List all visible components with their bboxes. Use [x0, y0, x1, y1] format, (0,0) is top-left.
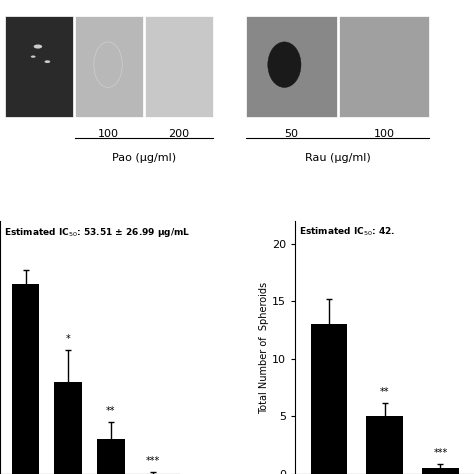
Bar [310, 324, 347, 474]
Bar [55, 382, 82, 474]
Text: 200: 200 [168, 128, 190, 138]
Text: Pao (μg/ml): Pao (μg/ml) [112, 153, 176, 163]
Text: Estimated IC$_{50}$: 42.: Estimated IC$_{50}$: 42. [299, 226, 395, 238]
Bar [145, 16, 213, 117]
Text: 100: 100 [98, 128, 119, 138]
Ellipse shape [34, 45, 42, 48]
Bar [97, 439, 125, 474]
Ellipse shape [45, 60, 50, 63]
Text: 50: 50 [284, 128, 299, 138]
Text: Rau (μg/ml): Rau (μg/ml) [305, 153, 371, 163]
Bar [422, 468, 459, 474]
Text: **: ** [380, 387, 389, 397]
Bar [246, 16, 337, 117]
Bar [339, 16, 429, 117]
Bar [5, 16, 73, 117]
Text: ***: *** [146, 456, 160, 466]
Bar [75, 16, 143, 117]
Bar [12, 284, 39, 474]
Text: **: ** [106, 407, 116, 417]
Text: 100: 100 [374, 128, 394, 138]
Ellipse shape [268, 42, 301, 88]
Bar [366, 417, 403, 474]
Text: ***: *** [433, 448, 447, 458]
Y-axis label: Total Number of  Spheroids: Total Number of Spheroids [259, 282, 269, 413]
Ellipse shape [31, 55, 36, 58]
Text: *: * [66, 334, 71, 344]
Text: Estimated IC$_{50}$: 53.51 ± 26.99 μg/mL: Estimated IC$_{50}$: 53.51 ± 26.99 μg/mL [4, 226, 190, 239]
